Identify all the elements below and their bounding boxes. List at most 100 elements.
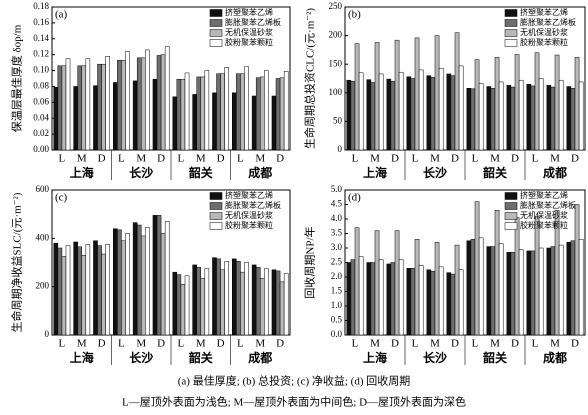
x-tick-label: M	[255, 153, 265, 165]
x-tick-label: L	[472, 338, 479, 350]
legend-label: 胶粉聚苯颗粒	[225, 220, 273, 230]
x-tick-label: D	[391, 338, 399, 350]
x-tick-label: M	[136, 153, 146, 165]
x-tick-label: L	[472, 153, 479, 165]
bar	[354, 227, 360, 336]
x-tick-label: L	[532, 338, 539, 350]
bar	[574, 204, 580, 336]
bar	[61, 256, 67, 336]
group-label: 韶关	[189, 165, 213, 180]
bar	[446, 73, 452, 151]
legend-label: 膨胀聚苯乙烯板	[225, 17, 281, 27]
x-tick-label: M	[490, 153, 500, 165]
panel-label: (c)	[55, 192, 68, 204]
x-tick-label: M	[550, 153, 560, 165]
group-label: 韶关	[189, 350, 213, 365]
bar	[180, 284, 186, 336]
bar	[220, 269, 225, 336]
bar	[374, 42, 380, 151]
bar	[220, 73, 225, 151]
legend-swatch	[209, 9, 223, 17]
legend-label: 胶粉聚苯颗粒	[520, 220, 568, 230]
x-tick-label: M	[196, 338, 206, 350]
bar	[85, 58, 91, 151]
bar	[374, 230, 380, 336]
bar	[160, 54, 166, 151]
legend-swatch	[504, 19, 518, 27]
bar	[172, 271, 178, 336]
bar	[426, 75, 432, 151]
bar	[466, 87, 472, 151]
y-axis-label: 生命周期总投资CLC/(元·m⁻²)	[303, 8, 317, 149]
bar	[236, 73, 241, 151]
bar	[494, 210, 500, 336]
bar	[450, 75, 456, 151]
x-tick-label: D	[217, 153, 225, 165]
y-axis-label: 生命周期净收益SLC/(元·m⁻²)	[10, 192, 24, 332]
bar	[398, 71, 404, 151]
y-tick-label: 100	[329, 87, 343, 97]
bar	[370, 82, 376, 151]
bar	[346, 79, 352, 151]
y-tick-label: 0.04	[33, 112, 49, 122]
x-tick-label: M	[430, 338, 440, 350]
y-tick-label: 0.02	[33, 128, 49, 138]
legend-swatch	[504, 202, 518, 210]
bar	[164, 46, 170, 151]
x-tick-label: L	[178, 338, 185, 350]
group-label: 成都	[248, 350, 272, 365]
bar	[578, 239, 584, 336]
y-tick-label: 4.5	[331, 199, 343, 209]
bar	[466, 240, 472, 336]
bar	[546, 85, 552, 151]
bar	[81, 65, 87, 151]
bar	[232, 258, 237, 336]
bar	[454, 244, 460, 336]
y-tick-label: 200	[329, 30, 343, 40]
bar	[152, 215, 158, 336]
bar	[255, 77, 261, 151]
legend-label: 膨胀聚苯乙烯板	[520, 17, 576, 27]
bar	[160, 233, 166, 336]
legend-swatch	[209, 29, 223, 37]
bar	[200, 277, 206, 336]
bar	[414, 239, 420, 336]
bar	[101, 63, 106, 151]
bar	[113, 82, 118, 151]
bar	[97, 63, 102, 151]
bar	[65, 245, 71, 336]
legend-label: 膨胀聚苯乙烯板	[520, 200, 576, 210]
bar	[518, 79, 524, 151]
x-tick-label: D	[571, 153, 579, 165]
y-tick-label: 0.5	[331, 315, 343, 325]
bar	[251, 95, 257, 151]
bar	[81, 255, 87, 336]
x-tick-label: L	[237, 338, 244, 350]
bar	[279, 281, 285, 336]
bar	[105, 244, 110, 336]
legend-swatch	[504, 192, 518, 200]
bar	[260, 277, 265, 336]
bar	[279, 77, 285, 151]
bar	[121, 59, 126, 151]
panel-label: (d)	[348, 192, 361, 204]
legend-label: 挤塑聚苯乙烯	[520, 190, 568, 200]
bar	[251, 264, 257, 336]
bar	[558, 244, 564, 336]
bar	[212, 92, 217, 151]
bar	[244, 66, 249, 151]
bar	[53, 86, 59, 151]
bar	[430, 270, 436, 336]
bar	[350, 81, 356, 151]
group-label: 韶关	[483, 165, 507, 180]
bar	[224, 67, 229, 151]
y-tick-label: 1.5	[331, 286, 343, 296]
group-label: 成都	[543, 165, 567, 180]
bar	[406, 268, 412, 336]
bar	[538, 78, 544, 151]
bar	[283, 71, 289, 151]
bar	[438, 67, 444, 151]
legend-label: 挤塑聚苯乙烯	[225, 190, 273, 200]
bar	[125, 51, 130, 151]
x-tick-label: D	[217, 338, 225, 350]
